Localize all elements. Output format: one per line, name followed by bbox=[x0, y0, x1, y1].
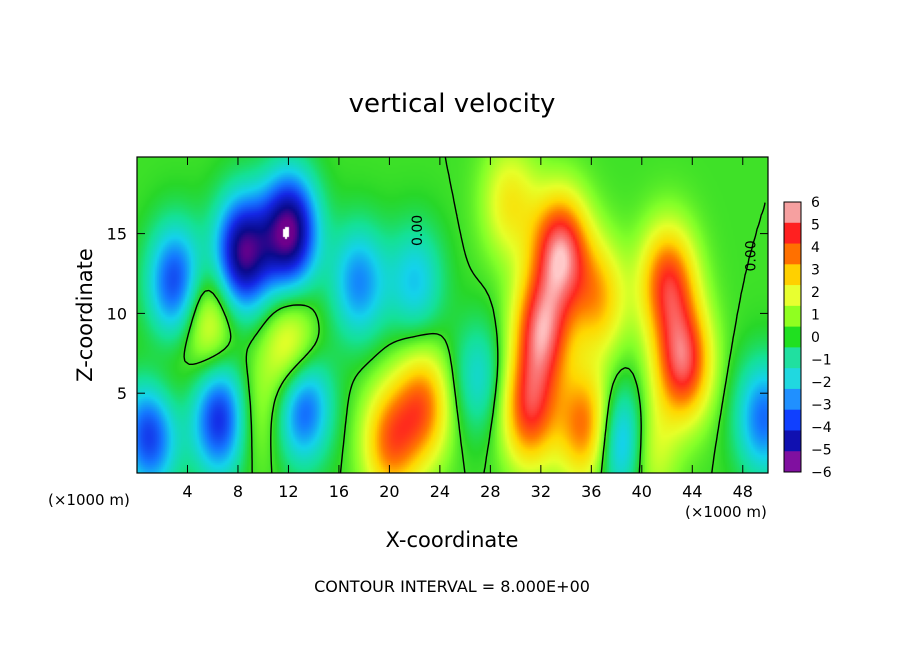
colorbar-swatch bbox=[784, 388, 801, 411]
colorbar-tick-label: −6 bbox=[811, 465, 832, 481]
x-tick-label: 32 bbox=[531, 482, 551, 501]
x-tick-label: 4 bbox=[182, 482, 192, 501]
y-axis-label: Z-coordinate bbox=[73, 248, 97, 382]
colorbar-tick-label: 5 bbox=[811, 218, 820, 234]
colorbar-swatch bbox=[784, 409, 801, 431]
colorbar-tick-label: 1 bbox=[811, 308, 820, 324]
colorbar-tick-label: 3 bbox=[811, 263, 820, 279]
contour-lines: 0.00 0.00 bbox=[183, 156, 766, 474]
colorbar: 6 5 4 3 2 1 0 −1 −2 −3 −4 −5 −6 bbox=[783, 195, 832, 481]
x-tick-label: 44 bbox=[682, 482, 702, 501]
colorbar-tick-label: −1 bbox=[811, 353, 832, 369]
y-tick-label: 15 bbox=[107, 225, 127, 244]
x-tick-label: 20 bbox=[379, 482, 399, 501]
plot-frame bbox=[136, 156, 769, 474]
contour-label: 0.00 bbox=[410, 215, 426, 246]
colorbar-tick-label: −3 bbox=[811, 398, 832, 414]
y-tick-label: 10 bbox=[107, 304, 127, 323]
colorbar-tick-label: −5 bbox=[811, 443, 832, 459]
colorbar-swatch bbox=[784, 368, 801, 390]
x-tick-label: 12 bbox=[278, 482, 298, 501]
colorbar-tick-label: 0 bbox=[811, 330, 820, 346]
colorbar-frame bbox=[783, 201, 802, 473]
chart-title: vertical velocity bbox=[349, 89, 556, 119]
colorbar-swatch bbox=[784, 430, 801, 452]
zero-contour bbox=[183, 156, 766, 474]
colorbar-tick-label: 2 bbox=[811, 285, 820, 301]
colorbar-swatch bbox=[784, 347, 801, 369]
y-tick-label: 5 bbox=[117, 384, 127, 403]
x-axis-label: X-coordinate bbox=[386, 528, 519, 552]
plot-area: 0.00 0.00 bbox=[136, 156, 769, 474]
heatmap-field bbox=[137, 157, 768, 473]
colorbar-swatch bbox=[784, 451, 801, 473]
colorbar-swatch bbox=[784, 305, 801, 328]
x-unit-left: (×1000 m) bbox=[48, 491, 130, 509]
x-tick-label: 40 bbox=[632, 482, 652, 501]
colorbar-tick-label: −2 bbox=[811, 375, 832, 391]
y-axis: 5 10 15 bbox=[107, 225, 768, 403]
x-axis: 4 8 12 16 20 24 28 32 36 40 44 48 bbox=[182, 157, 753, 501]
colorbar-swatch bbox=[784, 222, 801, 245]
x-unit-right: (×1000 m) bbox=[685, 503, 767, 521]
colorbar-tick-label: 6 bbox=[811, 195, 820, 211]
x-tick-label: 48 bbox=[733, 482, 753, 501]
contour-label: 0.00 bbox=[743, 240, 759, 271]
colorbar-swatch bbox=[784, 326, 801, 348]
x-tick-label: 28 bbox=[480, 482, 500, 501]
colorbar-swatch bbox=[784, 243, 801, 265]
x-tick-label: 16 bbox=[329, 482, 349, 501]
x-tick-label: 8 bbox=[233, 482, 243, 501]
x-tick-label: 36 bbox=[581, 482, 601, 501]
colorbar-tick-label: −4 bbox=[811, 420, 832, 436]
colorbar-swatch bbox=[784, 264, 801, 286]
colorbar-tick-label: 4 bbox=[811, 240, 820, 256]
colorbar-swatch bbox=[784, 202, 801, 224]
x-tick-label: 24 bbox=[430, 482, 450, 501]
colorbar-swatch bbox=[784, 285, 801, 307]
contour-interval-note: CONTOUR INTERVAL = 8.000E+00 bbox=[314, 577, 590, 596]
